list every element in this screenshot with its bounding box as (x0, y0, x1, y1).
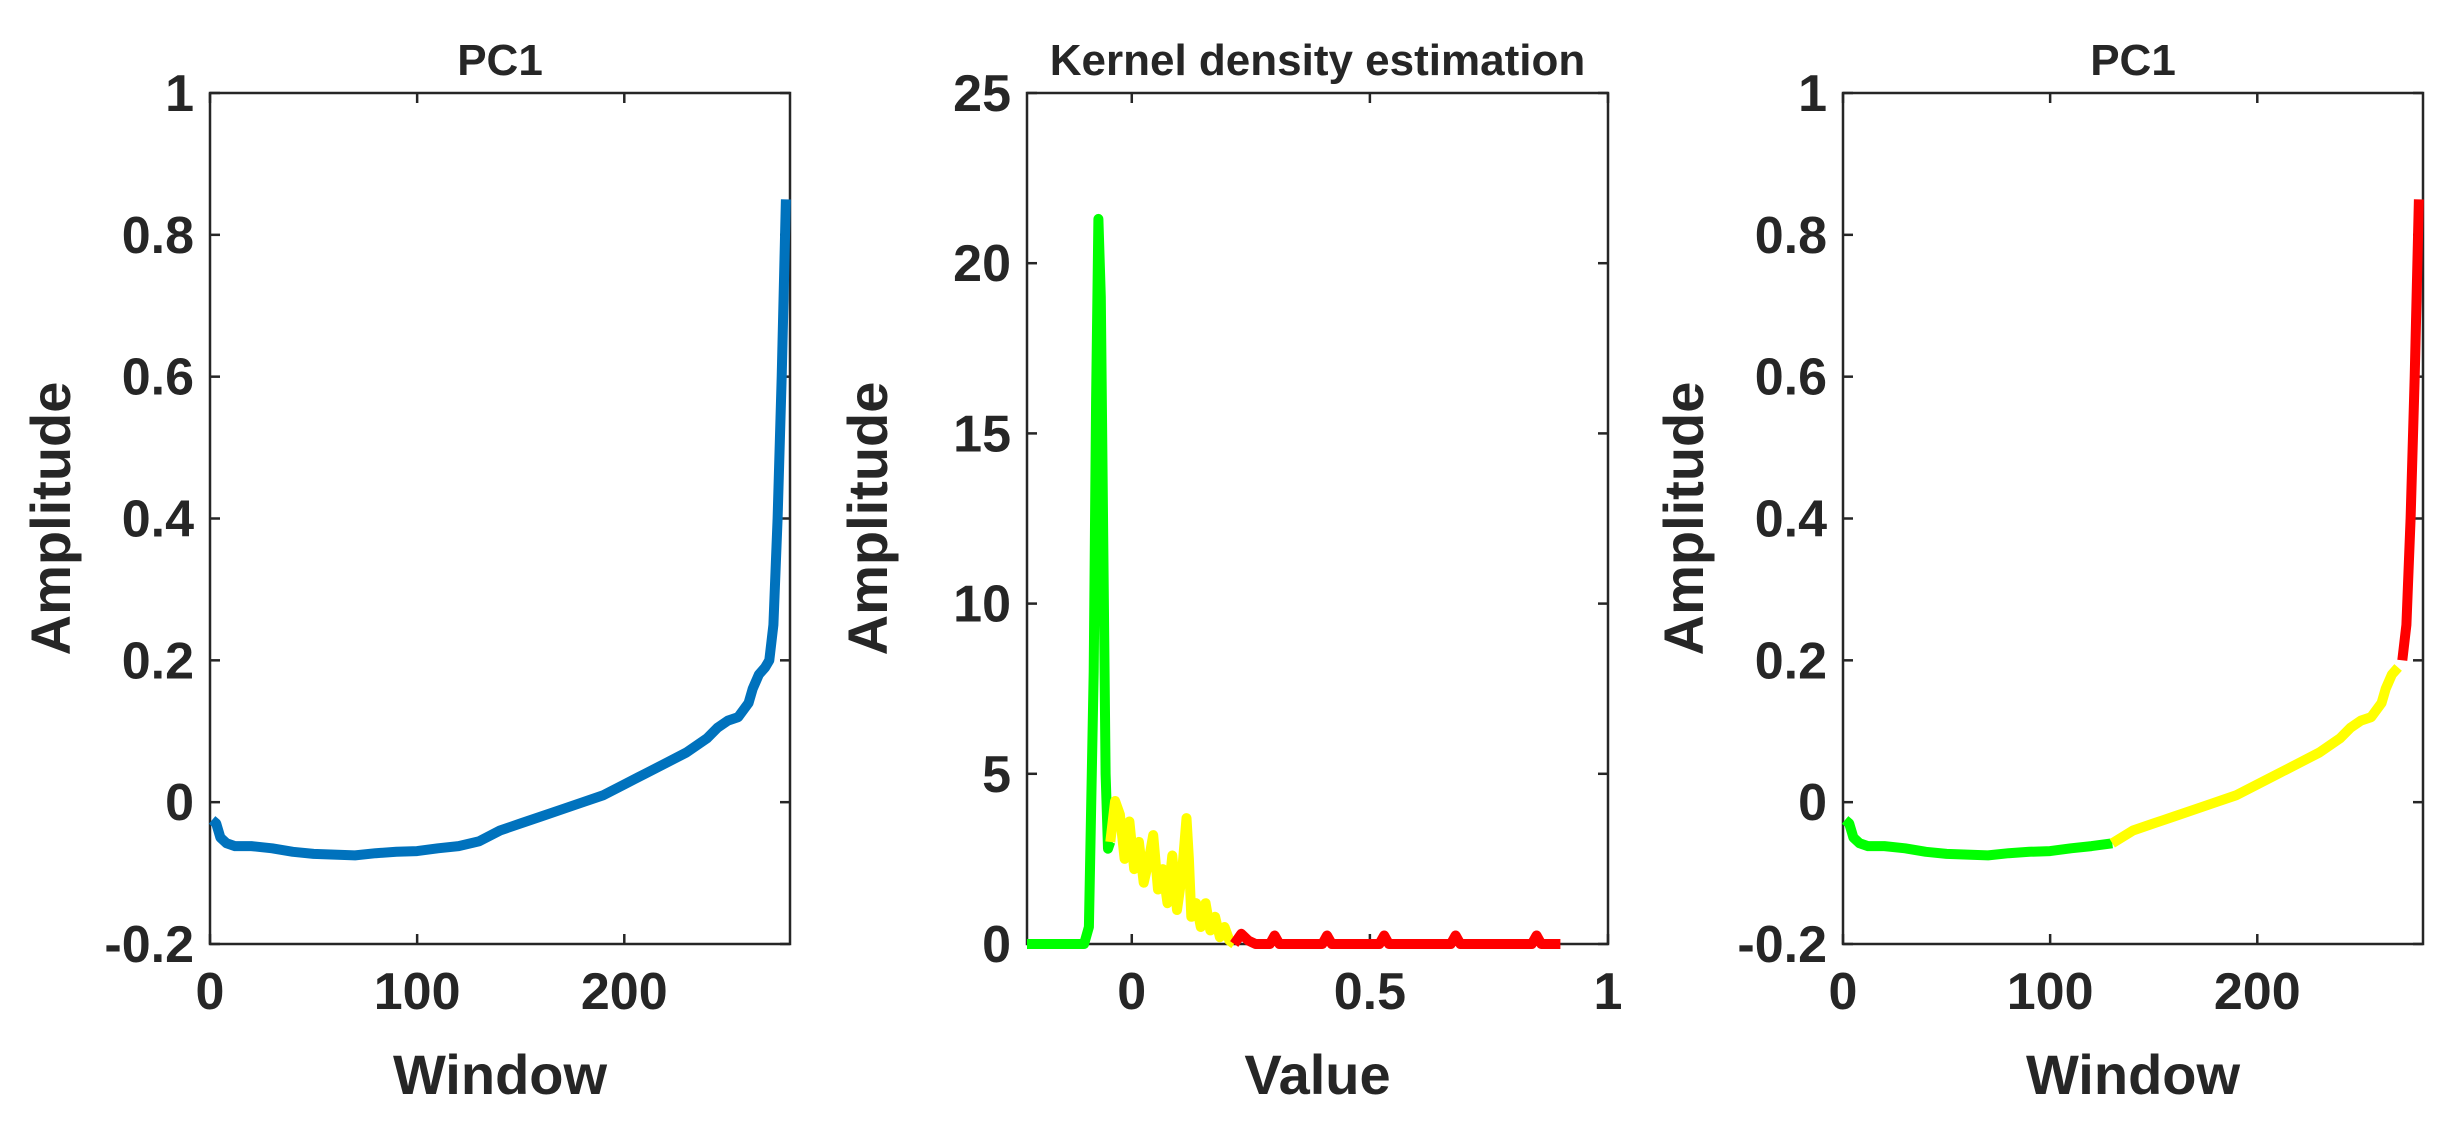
x-tick-label: 0 (1829, 963, 1858, 1021)
x-axis-label: Value (1244, 1043, 1390, 1106)
y-tick-label: 0.6 (1755, 349, 1827, 407)
y-tick-label: 0.2 (1755, 632, 1827, 690)
series-line-mid (1105, 796, 1238, 949)
x-tick-label: 200 (581, 963, 668, 1021)
chart-panel-2: 0 5 10 15 20 25 0 0.5 1 Kernel density estimation… (836, 36, 1622, 1106)
x-tick-label: 0 (1117, 963, 1146, 1021)
x-tick-label: 1 (1594, 963, 1623, 1021)
series-line-mid (2109, 664, 2402, 848)
chart-title: Kernel density estimation (1050, 36, 1585, 85)
y-tick-label: 0 (1798, 774, 1827, 832)
y-tick-label: 0.8 (1755, 207, 1827, 265)
x-axis-label: Window (2026, 1043, 2241, 1106)
y-tick-label: 0.2 (122, 632, 194, 690)
y-tick-label: 0 (982, 916, 1011, 974)
x-tick-label: 0.5 (1334, 963, 1406, 1021)
y-tick-label: 1 (165, 65, 194, 123)
y-tick-label: 0.4 (122, 491, 194, 549)
series-line-high (1230, 928, 1561, 949)
y-tick-label: -0.2 (104, 916, 194, 974)
y-tick-label: 25 (953, 65, 1011, 123)
y-tick-label: 15 (953, 405, 1011, 463)
x-axis-label: Window (393, 1043, 608, 1106)
x-tick-label: 100 (2007, 963, 2094, 1021)
chart-panel-1: -0.200.20.40.60.810 100 200PC1WindowAmplit… (19, 36, 792, 1106)
y-tick-label: 0.6 (122, 349, 194, 407)
x-tick-label: 100 (374, 963, 461, 1021)
y-axis-label: Amplitude (1652, 382, 1715, 656)
series-line-high (2397, 199, 2424, 661)
x-tick-label: 200 (2214, 963, 2301, 1021)
y-tick-label: -0.2 (1737, 916, 1827, 974)
series-line-PC1 (208, 199, 791, 861)
series-line-low (1027, 213, 1116, 949)
plot-area-frame (208, 91, 792, 946)
x-tick-label: 0 (196, 963, 225, 1021)
y-tick-label: 10 (953, 576, 1011, 634)
y-axis-label: Amplitude (836, 382, 899, 656)
y-tick-label: 0.8 (122, 207, 194, 265)
y-tick-label: 0.4 (1755, 491, 1827, 549)
plot-area-frame (1841, 91, 2425, 946)
y-tick-label: 5 (982, 746, 1011, 804)
chart-title: PC1 (2090, 36, 2176, 85)
y-axis-label: Amplitude (19, 382, 82, 656)
chart-panel-3: -0.200.20.40.60.810 100 200PC1WindowAmplit… (1652, 36, 2425, 1106)
y-tick-label: 20 (953, 235, 1011, 293)
series-line-low (1841, 816, 2113, 861)
y-tick-label: 1 (1798, 65, 1827, 123)
chart-title: PC1 (457, 36, 543, 85)
y-tick-label: 0 (165, 774, 194, 832)
